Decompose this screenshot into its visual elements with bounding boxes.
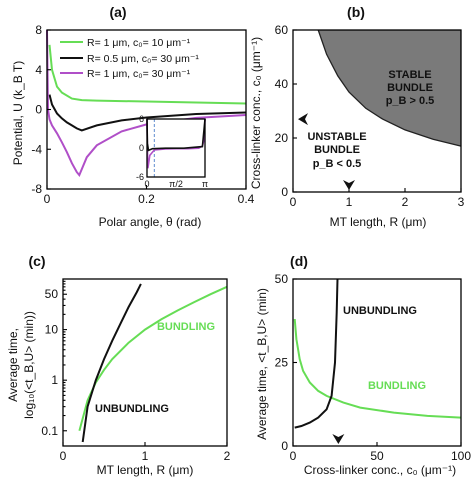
panel-c-xtick-label: 2 [224, 449, 231, 463]
panel-d-series-1-line [293, 319, 462, 419]
panel-b-ytick-label: 0 [281, 185, 288, 199]
panel-c-ytick-label: 1 [51, 373, 58, 387]
panel-c-xtick-label: 1 [142, 449, 149, 463]
panel-d-xtick-label: 0 [290, 449, 297, 463]
panel-b-unstable-label-3: p_B < 0.5 [313, 158, 362, 170]
panel-a-xtick-label: 0.2 [138, 192, 155, 206]
panel-d-series-2-line [294, 278, 339, 429]
panel-a: (a) Potential, U (k_B T) Polar angle, θ … [11, 4, 201, 229]
panel-c-ytick-label: 0.1 [41, 424, 58, 438]
panel-b-xlabel: MT length, R (μm) [330, 215, 427, 229]
panel-a-xtick-label: 0.4 [238, 192, 255, 206]
panel-d-xlabel: Cross-linker conc., c₀ (μm⁻¹) [304, 463, 456, 477]
panel-b-marker-R-arrow [343, 180, 355, 190]
panel-a-inset-ytick-label: 6 [139, 114, 144, 124]
panel-b-stable-label-3: p_B > 0.5 [386, 95, 435, 107]
panel-b-xtick-label: 1 [346, 195, 353, 209]
panel-a-ytick-label: -4 [31, 142, 42, 156]
panel-a-inset-ytick-label: 0 [139, 143, 144, 153]
panel-a-ylabel: Potential, U (k_B T) [11, 61, 25, 165]
panel-c-ytick-label: 10 [45, 323, 59, 337]
panel-a-inset-xtick-label: 0 [144, 179, 149, 189]
panel-a-xlabel: Polar angle, θ (rad) [99, 215, 202, 229]
panel-c-unbundling-label: UNBUNDLING [95, 403, 169, 415]
panel-b-xtick-label: 2 [402, 195, 409, 209]
panel-a-ytick-label: 0 [35, 103, 42, 117]
panel-a-inset-ytick-label: -6 [136, 172, 144, 182]
panel-b-stable-region [318, 30, 461, 147]
panel-d: (d) Average time, <t_B,U> (min) Cross-li… [255, 253, 456, 477]
panel-a-xtick-label: 0 [44, 192, 51, 206]
panel-c-xlabel: MT length, R (μm) [97, 463, 194, 477]
panel-b-ytick-label: 20 [275, 131, 289, 145]
panel-b-label: (b) [347, 4, 365, 20]
panel-d-ytick-label: 50 [275, 272, 289, 286]
panel-d-unbundling-label: UNBUNDLING [343, 305, 417, 317]
panel-b-xtick-label: 0 [290, 195, 297, 209]
panel-d-ytick-label: 0 [281, 439, 288, 453]
panel-a-series-3-line [46, 29, 247, 178]
panel-b-unstable-label-2: BUNDLE [314, 144, 360, 156]
panel-b-xtick-label: 3 [458, 195, 465, 209]
panel-d-label: (d) [290, 253, 308, 269]
panel-c-ylabel-2: log₁₀(<t_B,U> (min)) [22, 311, 36, 419]
panel-a-series-1-line [48, 44, 247, 105]
panel-b-axes [292, 29, 462, 193]
panel-c-bundling-label: BUNDLING [157, 321, 215, 333]
panel-d-bundling-label: BUNDLING [368, 380, 426, 392]
panel-c-series-2-line [81, 283, 142, 443]
panel-b-marker-c0-arrow [298, 113, 308, 126]
panel-a-ytick-label: -8 [31, 182, 42, 196]
panel-d-ylabel: Average time, <t_B,U> (min) [255, 288, 269, 440]
panel-a-inset-xtick-label: π [202, 179, 208, 189]
panel-a-label: (a) [109, 4, 126, 20]
panel-b-ytick-label: 60 [275, 23, 289, 37]
panel-a-inset-xtick-label: π/2 [169, 179, 183, 189]
panel-b-stable-label-2: BUNDLE [387, 82, 433, 94]
panel-d-ytick-label: 25 [275, 356, 289, 370]
panel-b-ylabel: Cross-linker conc., c₀ (μm⁻¹) [249, 37, 263, 189]
panel-b-ytick-label: 40 [275, 77, 289, 91]
panel-c-axes [62, 278, 228, 447]
panel-c-xtick-label: 0 [60, 449, 67, 463]
legend-label-1: R= 1 μm, c₀= 10 μm⁻¹ [87, 37, 191, 49]
legend-label-3: R= 1 μm, c₀= 30 μm⁻¹ [87, 68, 191, 80]
legend-label-2: R= 0.5 μm, c₀= 30 μm⁻¹ [87, 53, 199, 65]
panel-c-ytick-label: 50 [45, 287, 59, 301]
panel-b-unstable-label-1: UNSTABLE [307, 131, 366, 143]
panel-a-ytick-label: 4 [35, 63, 42, 77]
panel-a-ytick-label: 8 [35, 23, 42, 37]
panel-c-ylabel-1: Average time, [6, 328, 20, 402]
panel-b-stable-label-1: STABLE [388, 69, 431, 81]
panel-a-legend: R= 1 μm, c₀= 10 μm⁻¹ R= 0.5 μm, c₀= 30 μ… [60, 37, 199, 80]
panel-a-series-2-line [48, 94, 247, 132]
panel-c: (c) Average time, log₁₀(<t_B,U> (min)) M… [6, 253, 193, 477]
panel-c-label: (c) [28, 253, 45, 269]
panel-d-xtick-label: 50 [370, 449, 384, 463]
panel-b: (b) Cross-linker conc., c₀ (μm⁻¹) MT len… [249, 4, 426, 229]
panel-a-inset-axes [146, 118, 206, 178]
panel-d-xtick-label: 100 [451, 449, 471, 463]
panel-d-marker-c0-arrow [332, 434, 345, 444]
panel-b-boundary-line [317, 29, 462, 147]
